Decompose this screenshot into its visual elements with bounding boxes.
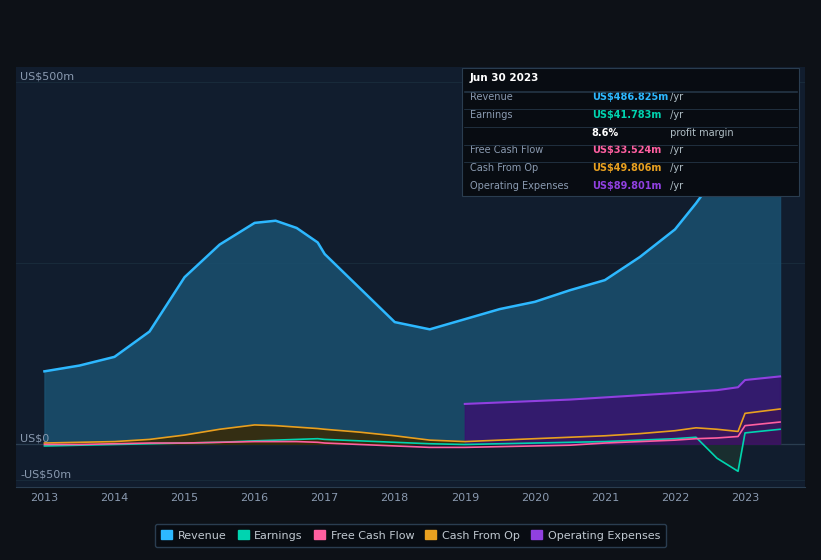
- Text: profit margin: profit margin: [667, 128, 733, 138]
- Text: Free Cash Flow: Free Cash Flow: [470, 146, 543, 155]
- Text: /yr: /yr: [667, 110, 683, 120]
- Text: /yr: /yr: [667, 180, 683, 190]
- Text: US$500m: US$500m: [21, 72, 75, 82]
- Text: US$486.825m: US$486.825m: [592, 92, 668, 102]
- Text: 8.6%: 8.6%: [592, 128, 619, 138]
- FancyBboxPatch shape: [461, 68, 799, 196]
- Text: Jun 30 2023: Jun 30 2023: [470, 73, 539, 83]
- Text: /yr: /yr: [667, 92, 683, 102]
- Text: Revenue: Revenue: [470, 92, 512, 102]
- Text: Cash From Op: Cash From Op: [470, 163, 538, 173]
- Text: US$33.524m: US$33.524m: [592, 146, 661, 155]
- Text: /yr: /yr: [667, 163, 683, 173]
- Legend: Revenue, Earnings, Free Cash Flow, Cash From Op, Operating Expenses: Revenue, Earnings, Free Cash Flow, Cash …: [155, 524, 666, 547]
- Text: Earnings: Earnings: [470, 110, 512, 120]
- Text: US$41.783m: US$41.783m: [592, 110, 661, 120]
- Text: US$49.806m: US$49.806m: [592, 163, 661, 173]
- Text: Operating Expenses: Operating Expenses: [470, 180, 568, 190]
- Text: /yr: /yr: [667, 146, 683, 155]
- Text: -US$50m: -US$50m: [21, 470, 71, 480]
- Text: US$89.801m: US$89.801m: [592, 180, 661, 190]
- Text: US$0: US$0: [21, 434, 49, 444]
